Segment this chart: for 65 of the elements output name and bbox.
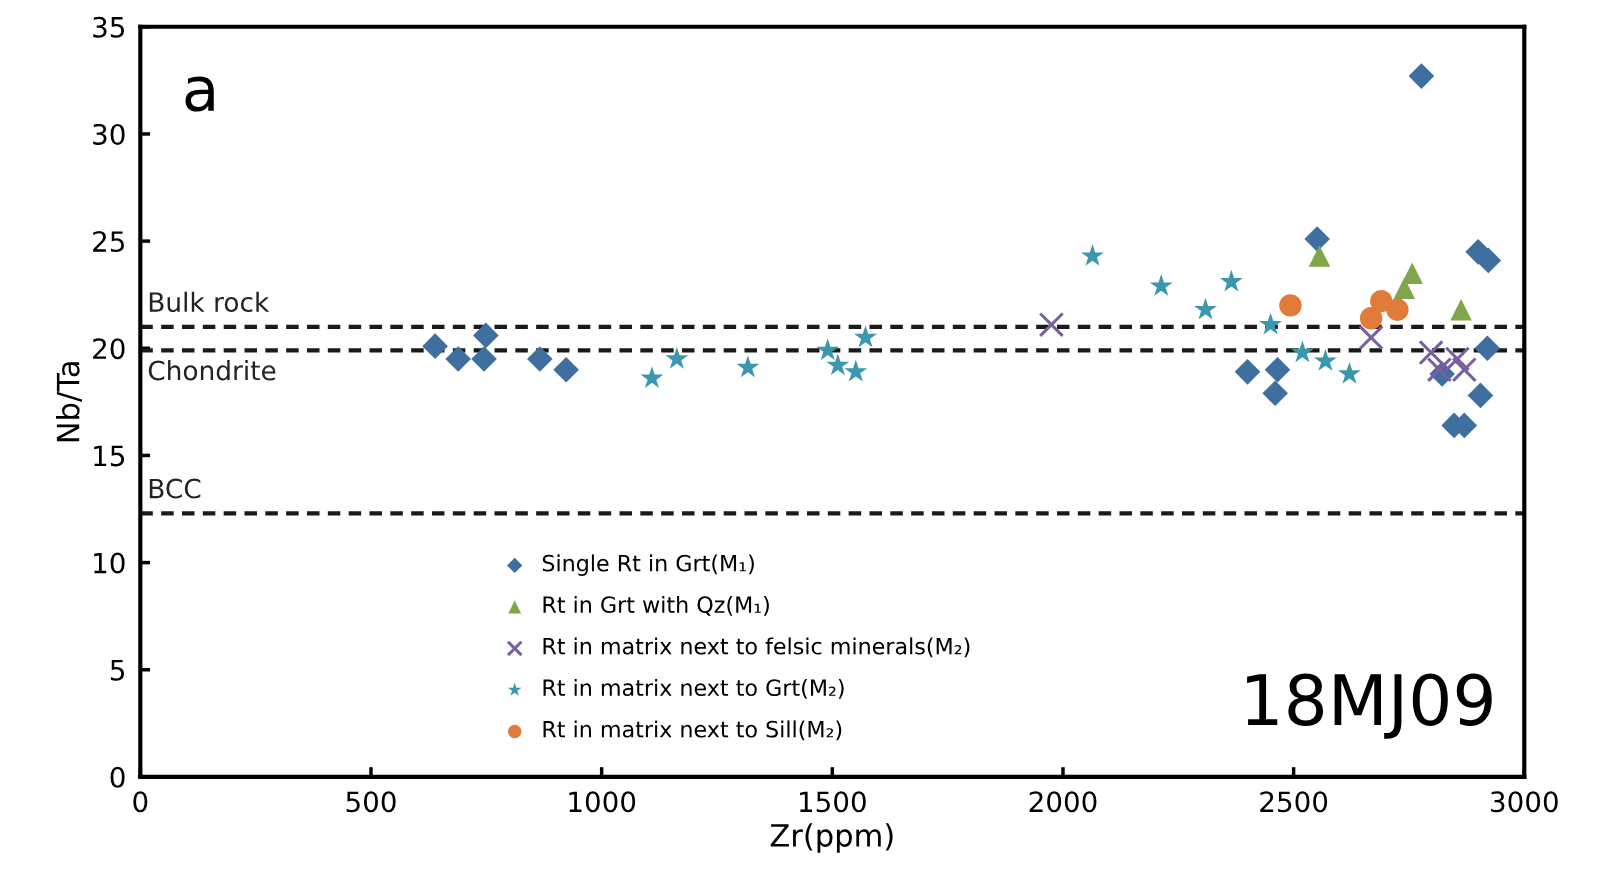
point xyxy=(816,338,840,361)
point xyxy=(1393,277,1416,300)
legend-label: Rt in Grt with Qz(M₁) xyxy=(543,595,769,616)
x-axis-title: Zr(ppm) xyxy=(770,823,893,853)
point xyxy=(1408,63,1435,89)
point xyxy=(553,356,579,383)
point xyxy=(1081,244,1104,266)
point xyxy=(1444,346,1471,372)
point xyxy=(1038,311,1065,338)
y-tick-label: 5 xyxy=(110,660,125,681)
point xyxy=(445,346,471,372)
point xyxy=(1314,349,1337,371)
y-tick-label: 25 xyxy=(93,231,125,253)
point xyxy=(1338,361,1361,384)
point xyxy=(1450,298,1472,321)
point xyxy=(854,325,877,348)
legend-label: Single Rt in Grt(M₁) xyxy=(542,554,754,576)
x-tick-label: 0 xyxy=(133,791,148,813)
point xyxy=(1418,339,1444,366)
point xyxy=(1386,298,1409,321)
y-tick-label: 35 xyxy=(93,16,125,38)
y-tick-label: 10 xyxy=(94,552,125,574)
point xyxy=(736,355,760,378)
point xyxy=(1304,226,1330,252)
legend-label: Rt in matrix next to Sill(M₂) xyxy=(543,720,842,741)
y-axis-title: Nb/Ta xyxy=(55,362,83,442)
point xyxy=(1264,356,1291,383)
y-tick-label: 15 xyxy=(94,445,125,467)
point xyxy=(826,353,850,376)
point xyxy=(1262,380,1288,407)
point xyxy=(1358,324,1384,351)
x-tick-label: 500 xyxy=(346,791,396,813)
point xyxy=(1279,294,1302,317)
point xyxy=(473,322,499,349)
annotation: a xyxy=(185,76,214,112)
point xyxy=(844,359,868,382)
legend-label: Rt in matrix next to Grt(M₂) xyxy=(543,678,844,699)
annotation: 18MJ09 xyxy=(1247,673,1492,739)
legend-label: Rt in matrix next to felsic minerals(M₂) xyxy=(543,637,970,658)
point xyxy=(527,346,553,372)
x-tick-label: 3000 xyxy=(1491,791,1558,813)
point xyxy=(1359,307,1383,330)
point xyxy=(1259,312,1282,335)
point xyxy=(1194,297,1217,320)
point xyxy=(640,366,664,389)
y-tick-label: 0 xyxy=(110,766,125,788)
ref-line-label: BCC xyxy=(149,478,201,499)
point xyxy=(471,346,497,372)
x-tick-label: 2500 xyxy=(1260,791,1328,813)
ref-line-label: Bulk rock xyxy=(149,291,270,313)
ref-line-label: Chondrite xyxy=(148,360,276,381)
point xyxy=(1467,382,1494,409)
point xyxy=(1290,340,1314,363)
point xyxy=(1149,274,1173,296)
y-tick-label: 20 xyxy=(93,338,125,360)
x-tick-label: 1000 xyxy=(569,791,636,813)
point xyxy=(1474,335,1501,362)
point xyxy=(665,346,689,369)
y-tick-label: 30 xyxy=(93,123,125,145)
point xyxy=(1234,359,1261,385)
point xyxy=(1308,245,1331,267)
x-tick-label: 2000 xyxy=(1029,791,1097,813)
point xyxy=(1219,269,1243,292)
x-tick-label: 1500 xyxy=(800,791,866,813)
point xyxy=(422,333,448,359)
